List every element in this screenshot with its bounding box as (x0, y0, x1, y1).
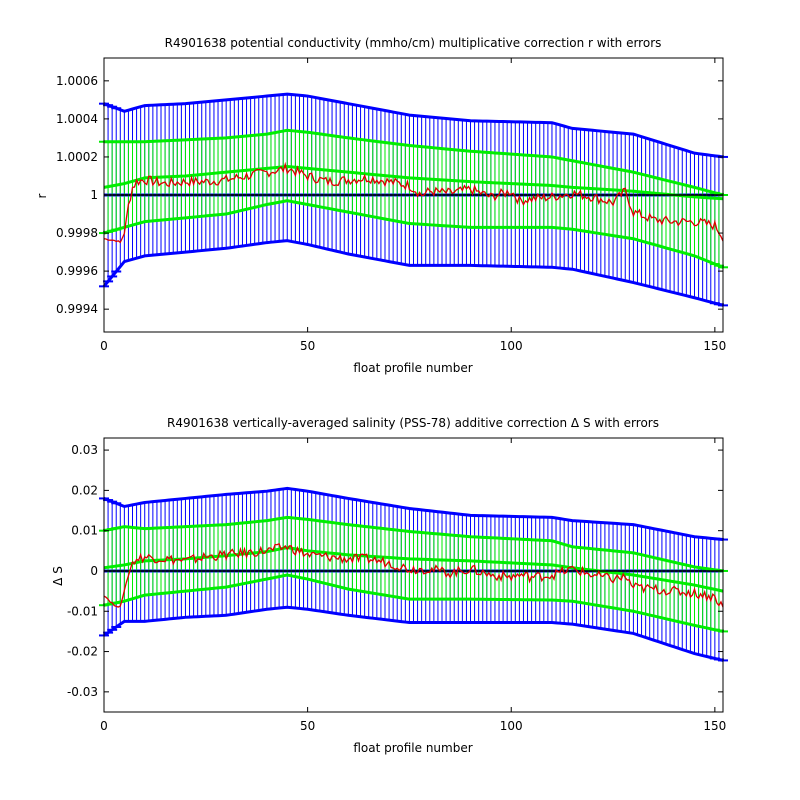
top-correction-line (103, 161, 724, 244)
top-plot: R4901638 potential conductivity (mmho/cm… (35, 36, 728, 375)
bottom-y-tick-label: -0.03 (67, 685, 98, 699)
top-y-tick-label: 1.0002 (56, 150, 98, 164)
bottom-x-tick-label: 0 (100, 719, 108, 733)
bottom-y-tick-label: 0.01 (71, 524, 98, 538)
bottom-y-axis-label: Δ S (51, 566, 65, 586)
top-y-tick-label: 1.0006 (56, 74, 98, 88)
top-x-tick-label: 0 (100, 339, 108, 353)
bottom-x-tick-label: 50 (300, 719, 315, 733)
bottom-axes-frame (103, 437, 724, 713)
top-errorbar-upper-edge (103, 92, 724, 159)
top-x-tick-label: 100 (500, 339, 523, 353)
top-plot-title: R4901638 potential conductivity (mmho/cm… (165, 36, 662, 50)
top-plot-area: 0 50 100 150 0.9994 0.9996 0.9998 1 1.0002 1.0004… (56, 57, 728, 353)
top-errorbar-lower-edge (103, 199, 724, 269)
bottom-y-tick-label: 0.03 (71, 443, 98, 457)
bottom-errorbar-lower-edge (103, 573, 724, 633)
bottom-plot-title: R4901638 vertically-averaged salinity (P… (167, 416, 659, 430)
bottom-y-tick-label: -0.01 (67, 604, 98, 618)
top-y-tick-label: 0.9998 (56, 226, 98, 240)
top-x-tick-label: 150 (703, 339, 726, 353)
top-errorbar-center-line (103, 164, 724, 201)
top-errorbar-lower-edge (102, 239, 724, 307)
bottom-errorbar-upper-edge (103, 515, 724, 573)
top-y-tick-label: 1.0004 (56, 112, 98, 126)
top-y-tick-label: 0.9994 (56, 302, 98, 316)
top-x-tick-label: 50 (300, 339, 315, 353)
top-y-tick-label: 1 (90, 188, 98, 202)
bottom-plot: R4901638 vertically-averaged salinity (P… (51, 416, 728, 755)
bottom-y-tick-label: -0.02 (67, 645, 98, 659)
top-y-axis-label: r (35, 193, 49, 198)
bottom-correction-line (103, 542, 724, 608)
top-errorbar-series-1 (99, 128, 728, 269)
bottom-x-tick-label: 150 (703, 719, 726, 733)
top-y-tick-label: 0.9996 (56, 264, 98, 278)
top-x-axis-label: float profile number (353, 361, 472, 375)
bottom-plot-area: 0 50 100 150 -0.03 -0.02 -0.01 0 0.01 0.02 0.03 (67, 437, 728, 733)
top-errorbar-upper-edge (104, 128, 724, 197)
bottom-x-tick-label: 100 (500, 719, 523, 733)
bottom-errorbar-lower-edge (103, 605, 724, 662)
bottom-errorbar-upper-edge (103, 486, 724, 542)
bottom-y-tick-label: 0.02 (71, 483, 98, 497)
bottom-x-axis-label: float profile number (353, 741, 472, 755)
bottom-y-tick-label: 0 (90, 564, 98, 578)
